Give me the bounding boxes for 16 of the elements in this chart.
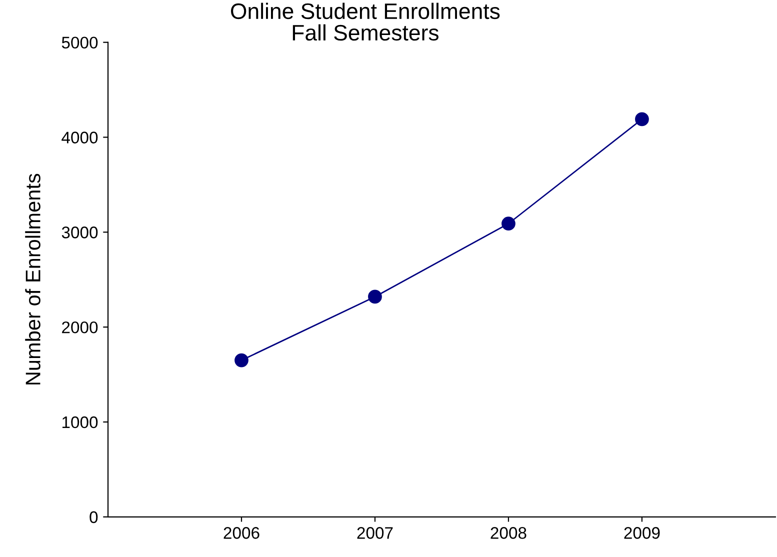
- y-tick-label: 0: [90, 511, 98, 524]
- x-tick-label: 2009: [624, 527, 660, 539]
- y-tick-label: 3000: [62, 226, 98, 238]
- point: [234, 353, 248, 368]
- y-tick-label: 1000: [62, 416, 98, 428]
- y-tick-label: 5000: [62, 36, 98, 49]
- point: [635, 112, 649, 126]
- x-tick-label: 2006: [224, 527, 260, 539]
- y-tick-label: 2000: [62, 321, 98, 334]
- point: [368, 290, 382, 304]
- y-tick-label: 4000: [62, 132, 98, 144]
- y-axis-title: Number of Enrollments: [25, 174, 40, 384]
- x-tick-label: 2007: [357, 527, 393, 539]
- point: [502, 216, 516, 231]
- x-tick-label: 2008: [490, 527, 526, 539]
- chart-title: Online Student Enrollments Fall Semesters: [230, 2, 500, 41]
